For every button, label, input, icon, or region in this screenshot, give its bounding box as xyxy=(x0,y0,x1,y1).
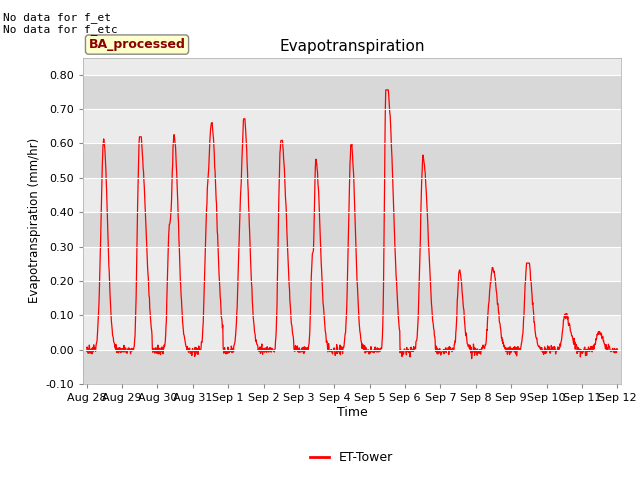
Bar xyxy=(83,212,621,247)
Legend: ET-Tower: ET-Tower xyxy=(305,446,399,469)
Title: Evapotranspiration: Evapotranspiration xyxy=(279,39,425,54)
Bar xyxy=(83,349,621,384)
Bar xyxy=(83,75,621,109)
Y-axis label: Evapotranspiration (mm/hr): Evapotranspiration (mm/hr) xyxy=(28,138,42,303)
Text: No data for f_et: No data for f_et xyxy=(3,12,111,23)
Bar xyxy=(83,281,621,315)
Bar xyxy=(83,144,621,178)
Text: No data for f_etc: No data for f_etc xyxy=(3,24,118,35)
Text: BA_processed: BA_processed xyxy=(88,38,186,51)
X-axis label: Time: Time xyxy=(337,406,367,419)
